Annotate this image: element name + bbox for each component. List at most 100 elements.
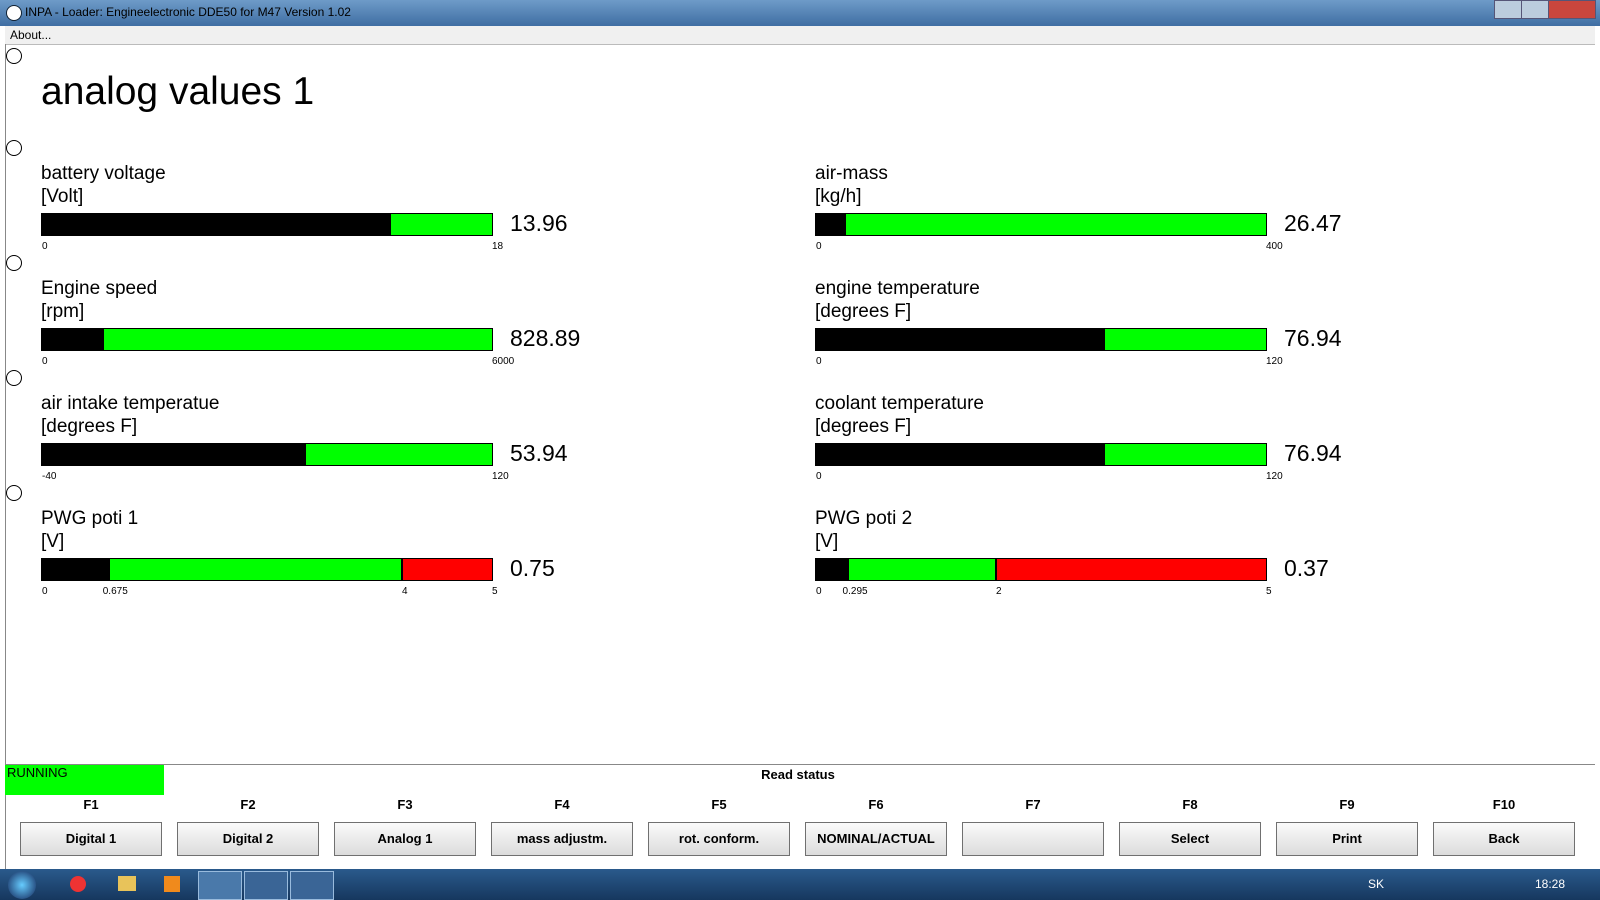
radio[interactable] <box>6 140 22 156</box>
gauge-label: PWG poti 2 <box>815 508 913 529</box>
gauge-track <box>41 558 493 581</box>
gauge-max: 18 <box>492 241 504 252</box>
key-name: F10 <box>1492 797 1516 812</box>
function-button[interactable] <box>962 822 1104 856</box>
gauge-label: air intake temperatue <box>41 393 220 414</box>
gauge-label: coolant temperature <box>815 393 984 414</box>
taskbar: SK 18:28 <box>0 869 1600 900</box>
radio[interactable] <box>6 370 22 386</box>
tick-mark <box>841 559 844 580</box>
tick-label: 0.675 <box>102 586 128 597</box>
gauge-track <box>41 328 493 351</box>
gauge-unit: [degrees F] <box>815 416 912 437</box>
function-button[interactable]: NOMINAL/ACTUAL <box>805 822 947 856</box>
gauge-fill <box>42 329 105 350</box>
tick-label: 2 <box>996 586 1002 597</box>
window-title: INPA - Loader: Engineelectronic DDE50 fo… <box>25 5 351 19</box>
gauge-unit: [Volt] <box>41 186 84 207</box>
gauge-min: 0 <box>816 586 822 597</box>
tick-label: 4 <box>402 586 408 597</box>
gauge-fill <box>42 214 391 235</box>
gauge-unit: [degrees F] <box>815 301 912 322</box>
separator <box>5 764 1595 765</box>
gauge-value: 76.94 <box>1284 440 1342 466</box>
taskbar-icon[interactable] <box>118 876 136 891</box>
gauge-track <box>815 443 1267 466</box>
key-name: F8 <box>1182 797 1198 812</box>
gauge-label: battery voltage <box>41 163 166 184</box>
gauge-fill <box>816 444 1105 465</box>
frame <box>5 44 6 869</box>
function-button[interactable]: Analog 1 <box>334 822 476 856</box>
gauge-min: 0 <box>42 586 48 597</box>
tick-mark <box>401 559 403 580</box>
gauge-fill <box>816 559 850 580</box>
gauge-value: 828.89 <box>510 325 581 351</box>
gauge-fill <box>816 214 846 235</box>
menu-item[interactable]: About... <box>10 28 52 42</box>
language[interactable]: SK <box>1368 877 1385 891</box>
gauge-min: -40 <box>42 471 57 482</box>
tick-label: 0.295 <box>842 586 868 597</box>
gauge-max: 5 <box>1266 586 1272 597</box>
gauge-track <box>815 328 1267 351</box>
taskbar-icon[interactable] <box>164 876 180 892</box>
red-zone <box>996 559 1266 580</box>
function-button[interactable]: Print <box>1276 822 1418 856</box>
minimize-button[interactable] <box>1494 0 1522 19</box>
gauge-value: 53.94 <box>510 440 568 466</box>
key-name: F6 <box>868 797 884 812</box>
page-title: analog values 1 <box>41 70 315 113</box>
start-button[interactable] <box>8 871 36 899</box>
taskbar-app[interactable] <box>244 871 288 900</box>
gauge-label: Engine speed <box>41 278 158 299</box>
gauge-label: air-mass <box>815 163 888 184</box>
function-button[interactable]: Select <box>1119 822 1261 856</box>
gauge-max: 120 <box>1266 471 1283 482</box>
gauge-unit: [V] <box>41 531 65 552</box>
taskbar-icon[interactable] <box>70 876 86 892</box>
gauge-fill <box>42 444 307 465</box>
gauge-label: PWG poti 1 <box>41 508 139 529</box>
app-icon <box>6 5 22 21</box>
function-button[interactable]: mass adjustm. <box>491 822 633 856</box>
gauge-track <box>815 213 1267 236</box>
gauge-value: 0.37 <box>1284 555 1329 581</box>
function-button[interactable]: Back <box>1433 822 1575 856</box>
gauge-unit: [rpm] <box>41 301 85 322</box>
maximize-button[interactable] <box>1521 0 1549 19</box>
clock[interactable]: 18:28 <box>1535 877 1566 891</box>
tick-mark <box>995 559 997 580</box>
gauge-min: 0 <box>816 356 822 367</box>
gauge-label: engine temperature <box>815 278 980 299</box>
radio[interactable] <box>6 485 22 501</box>
gauge-unit: [degrees F] <box>41 416 138 437</box>
title-bar: INPA - Loader: Engineelectronic DDE50 fo… <box>0 0 1600 26</box>
taskbar-app[interactable] <box>290 871 334 900</box>
key-name: F1 <box>83 797 99 812</box>
taskbar-app[interactable] <box>198 871 242 900</box>
function-button[interactable]: Digital 2 <box>177 822 319 856</box>
function-button[interactable]: Digital 1 <box>20 822 162 856</box>
key-name: F3 <box>397 797 413 812</box>
radio[interactable] <box>6 48 22 64</box>
function-button[interactable]: rot. conform. <box>648 822 790 856</box>
key-name: F4 <box>554 797 570 812</box>
gauge-value: 13.96 <box>510 210 568 236</box>
gauge-track <box>41 213 493 236</box>
gauge-min: 0 <box>816 241 822 252</box>
gauge-track <box>41 443 493 466</box>
gauge-value: 0.75 <box>510 555 555 581</box>
key-name: F7 <box>1025 797 1041 812</box>
key-name: F5 <box>711 797 727 812</box>
key-name: F9 <box>1339 797 1355 812</box>
radio[interactable] <box>6 255 22 271</box>
red-zone <box>402 559 492 580</box>
gauge-max: 6000 <box>492 356 515 367</box>
gauge-track <box>815 558 1267 581</box>
close-button[interactable] <box>1548 0 1596 19</box>
status-label: Read status <box>761 767 835 782</box>
gauge-value: 26.47 <box>1284 210 1342 236</box>
gauge-max: 120 <box>492 471 509 482</box>
